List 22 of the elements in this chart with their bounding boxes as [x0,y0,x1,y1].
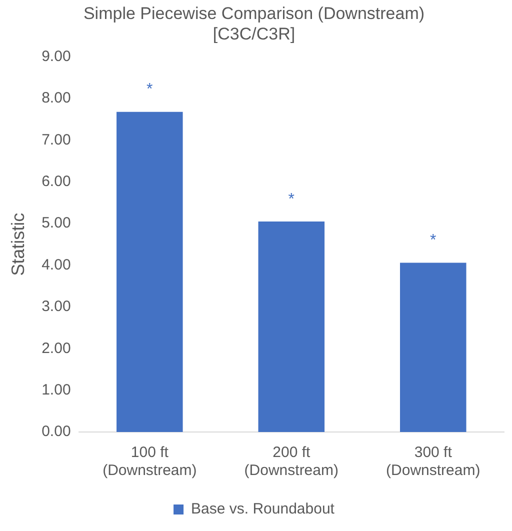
chart-title: Simple Piecewise Comparison (Downstream) [C3C/C3R] [83,4,425,44]
bar [400,262,466,432]
y-tick-label: 8.00 [42,90,71,107]
y-tick-label: 1.00 [42,381,71,398]
y-tick-label: 4.00 [42,256,71,274]
y-axis-title: Statistic [8,212,28,276]
x-tick-label: 200 ft (Downstream) [244,444,338,480]
annotation: * [288,190,295,208]
bar [116,112,183,432]
y-tick-label: 3.00 [42,298,71,316]
y-tick-label: 5.00 [42,214,71,232]
annotation: * [430,232,436,250]
y-tick-label: 6.00 [42,173,71,190]
x-tick-label: 300 ft (Downstream) [386,444,480,480]
bar [258,221,325,432]
y-tick-label: 2.00 [42,340,71,357]
annotation: * [146,81,153,98]
x-tick-label: 100 ft (Downstream) [102,444,197,480]
legend-label: Base vs. Roundabout [191,500,336,518]
y-tick-label: 9.00 [42,48,71,65]
y-tick-label: 7.00 [42,131,71,148]
y-tick-label: 0.00 [42,423,71,440]
